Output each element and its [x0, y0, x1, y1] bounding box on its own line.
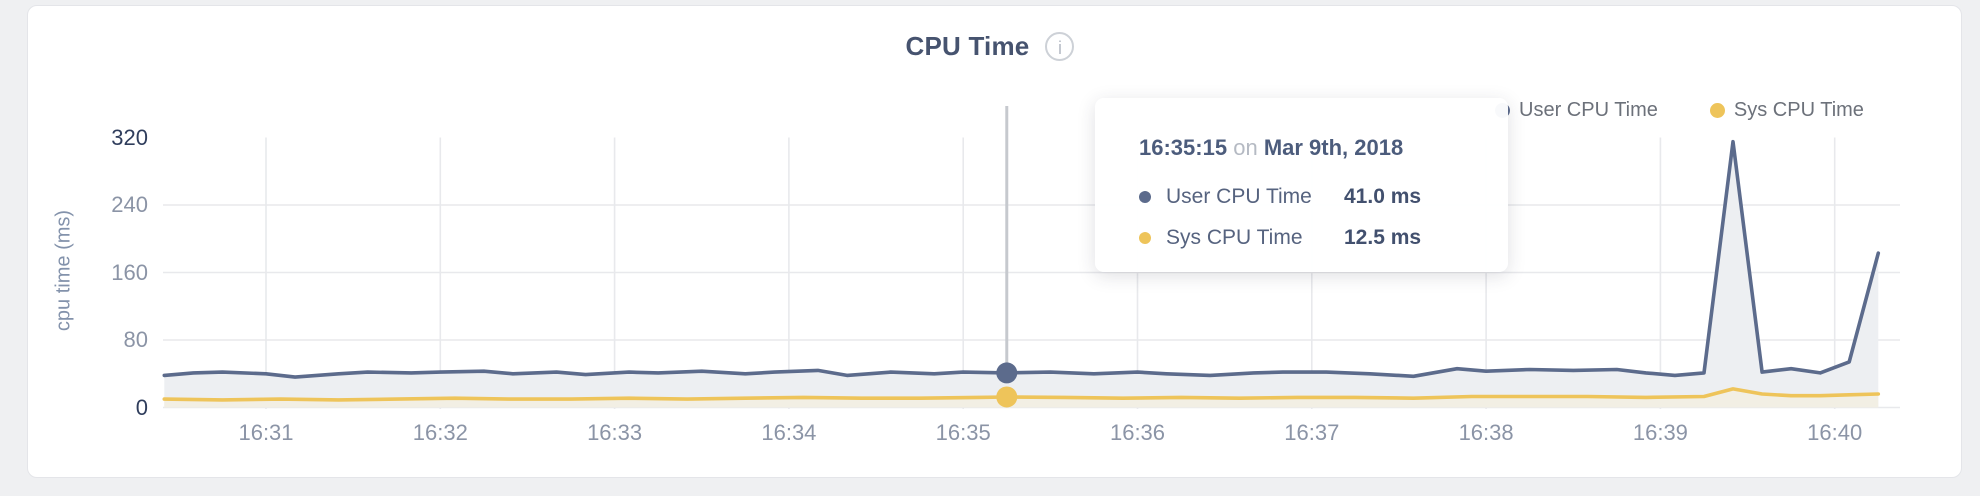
y-tick-label: 80 [123, 327, 148, 352]
tooltip-row-value: 12.5 ms [1344, 225, 1422, 249]
sys-cpu-line [162, 387, 1881, 402]
tooltip-connector: on [1233, 135, 1258, 160]
tooltip-title: 16:35:15 on Mar 9th, 2018 [1139, 134, 1508, 162]
info-icon[interactable]: i [1045, 31, 1075, 61]
sys-series-dot-icon [1139, 231, 1151, 244]
y-tick-label: 240 [111, 192, 148, 217]
x-tick-label: 16:34 [761, 420, 817, 445]
x-tick-label: 16:32 [412, 420, 468, 445]
tooltip-row-label: Sys CPU Time [1166, 225, 1303, 249]
legend-label: User CPU Time [1519, 98, 1658, 121]
legend-item-sys-cpu[interactable]: Sys CPU Time [1709, 98, 1864, 122]
x-tick-label: 16:31 [238, 420, 294, 445]
chart-legend: User CPU Time Sys CPU Time [1495, 99, 1864, 121]
sys-highlight-point[interactable] [996, 386, 1018, 408]
user-series-dot-icon [1139, 190, 1151, 203]
y-axis-title: cpu time (ms) [52, 209, 75, 332]
tooltip-date: Mar 9th, 2018 [1263, 135, 1404, 160]
tooltip-row-user: User CPU Time 41.0 ms [1139, 176, 1508, 217]
user-cpu-area [164, 141, 1879, 408]
legend-item-user-cpu[interactable]: User CPU Time [1495, 99, 1658, 122]
user-highlight-point[interactable] [996, 362, 1018, 384]
x-tick-label: 16:39 [1632, 420, 1688, 445]
x-tick-label: 16:36 [1109, 420, 1166, 445]
x-tick-label: 16:38 [1458, 420, 1514, 445]
user-cpu-line [162, 139, 1881, 379]
x-tick-label: 16:35 [935, 420, 991, 445]
x-tick-label: 16:37 [1284, 420, 1340, 445]
x-tick-label: 16:33 [587, 420, 643, 445]
y-tick-label: 160 [111, 259, 148, 285]
sys-series-dot-icon [1709, 102, 1725, 118]
chart-tooltip: 16:35:15 on Mar 9th, 2018 User CPU Time … [1095, 98, 1508, 272]
tooltip-row-sys: Sys CPU Time 12.5 ms [1139, 217, 1508, 258]
tooltip-row-value: 41.0 ms [1344, 184, 1422, 208]
y-tick-label: 0 [135, 394, 148, 420]
tooltip-row-label: User CPU Time [1166, 184, 1312, 208]
legend-label: Sys CPU Time [1733, 98, 1864, 121]
x-tick-label: 16:40 [1807, 420, 1863, 445]
y-tick-label: 320 [111, 124, 148, 150]
tooltip-time: 16:35:15 [1139, 135, 1228, 160]
